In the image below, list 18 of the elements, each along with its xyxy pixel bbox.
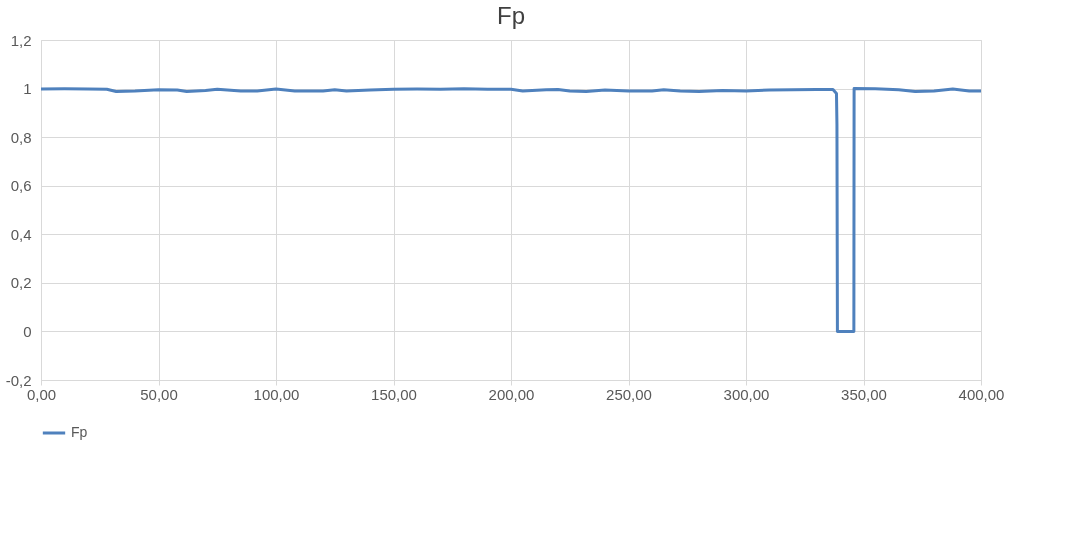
x-tick-label: 200,00: [488, 385, 535, 403]
y-tick-label: 0: [23, 322, 32, 340]
legend-label: Fp: [71, 424, 88, 440]
x-tick-label: 150,00: [371, 385, 417, 403]
line-series: [39, 87, 983, 333]
x-tick-label: 50,00: [140, 385, 178, 403]
y-tick-label: 1: [23, 80, 32, 98]
x-tick-label: 350,00: [841, 385, 887, 403]
x-tick-label: 300,00: [723, 385, 770, 403]
y-tick-label: 0,4: [10, 225, 32, 243]
y-tick-label: 0,2: [10, 274, 32, 292]
x-tick-label: 250,00: [606, 385, 652, 403]
y-tick-label: 0,6: [10, 177, 32, 195]
chart-title: Fp: [496, 2, 526, 29]
y-tick-label: 1,2: [10, 31, 32, 49]
y-tick-label: 0,8: [10, 128, 32, 146]
x-tick-label: 400,00: [958, 385, 1005, 403]
x-tick-label: 100,00: [253, 385, 300, 403]
